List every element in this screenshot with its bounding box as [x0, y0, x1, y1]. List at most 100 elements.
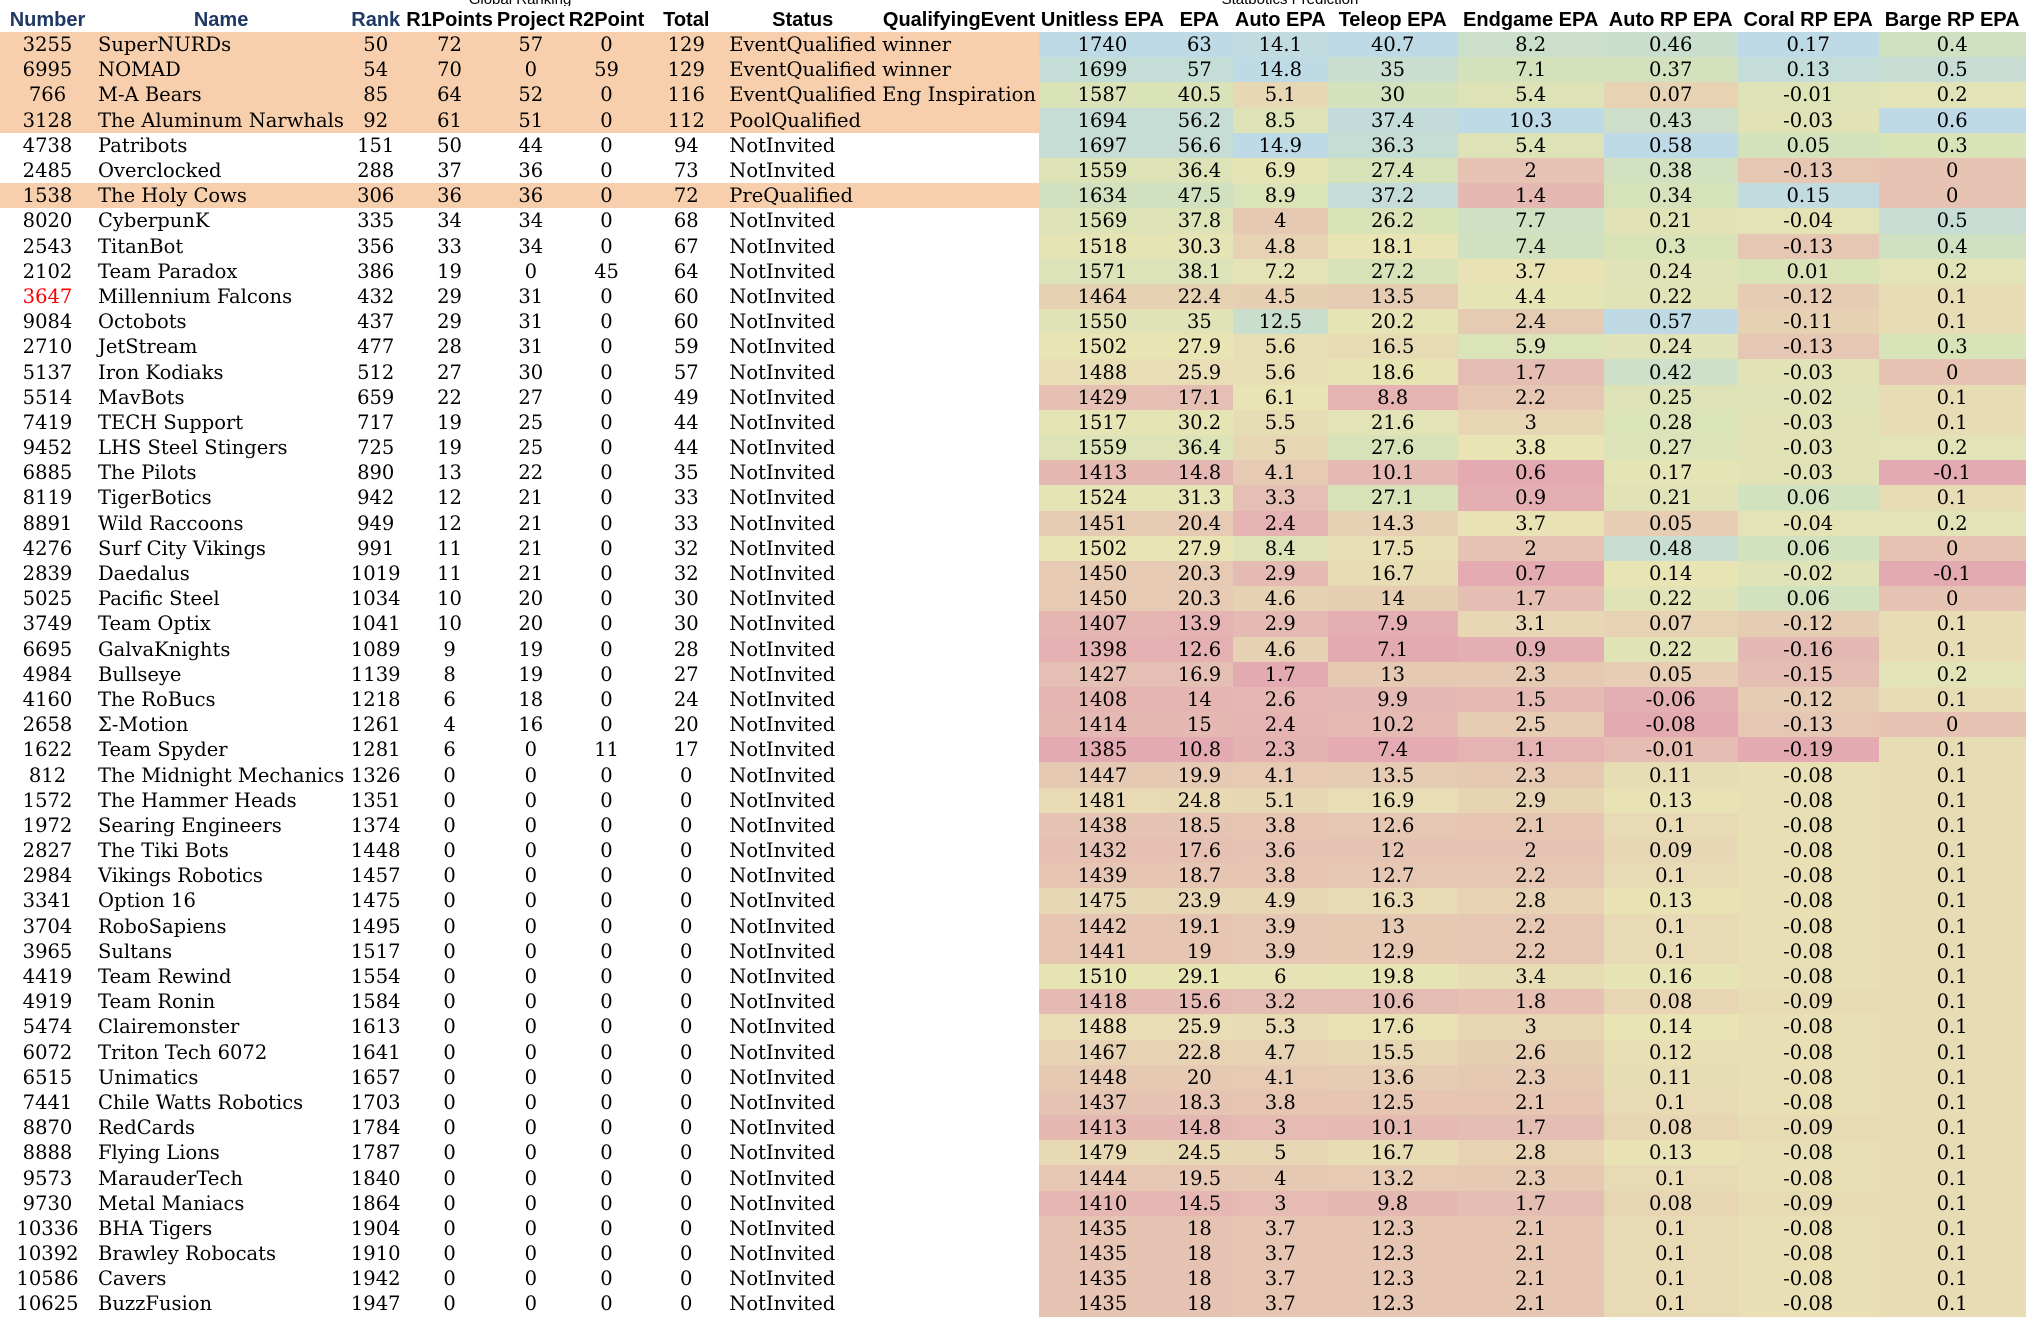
cell-barge-rp-epa[interactable]: 0.2 [1878, 661, 2026, 687]
cell-coral-rp-epa[interactable]: -0.15 [1737, 661, 1879, 687]
cell-coral-rp-epa[interactable]: -0.08 [1737, 963, 1879, 990]
cell-project[interactable]: 0 [524, 914, 537, 938]
cell-status[interactable]: NotInvited [729, 939, 836, 963]
table-row[interactable]: 10336 BHA Tigers 1904 0 0 0 0 NotInvited 1435 18 3… [0, 1215, 2026, 1241]
cell-epa[interactable]: 18 [1165, 1241, 1233, 1267]
cell-project[interactable]: 0 [524, 1242, 537, 1266]
cell-qualifyingevent[interactable] [879, 536, 1039, 561]
cell-barge-rp-epa[interactable]: 0.1 [1878, 409, 2026, 435]
cell-r1points[interactable]: 0 [443, 965, 456, 989]
cell-barge-rp-epa[interactable]: 0.1 [1878, 863, 2026, 889]
cell-qualifyingevent[interactable] [879, 611, 1039, 636]
cell-name[interactable]: MavBots [98, 385, 185, 409]
cell-coral-rp-epa[interactable]: -0.13 [1737, 712, 1879, 738]
cell-coral-rp-epa[interactable]: -0.08 [1737, 1291, 1879, 1317]
cell-name[interactable]: The Holy Cows [95, 183, 348, 209]
cell-number[interactable]: 9084 [22, 310, 73, 334]
cell-epa[interactable]: 19.9 [1165, 762, 1233, 788]
cell-teleop-epa[interactable]: 12.9 [1327, 938, 1458, 964]
cell-status[interactable]: NotInvited [729, 1242, 836, 1266]
cell-teleop-epa[interactable]: 13.5 [1327, 283, 1458, 310]
cell-rank[interactable]: 1910 [350, 1242, 401, 1266]
cell-endgame-epa[interactable]: 3 [1457, 1014, 1604, 1040]
cell-project[interactable]: 0 [524, 1216, 537, 1240]
cell-r2point[interactable]: 0 [600, 410, 613, 434]
table-row[interactable]: 10625 BuzzFusion 1947 0 0 0 0 NotInvited 1435 18 3… [0, 1291, 2026, 1317]
cell-epa[interactable]: 20.3 [1165, 586, 1233, 612]
cell-total[interactable]: 32 [673, 562, 699, 586]
cell-r2point[interactable]: 0 [600, 965, 613, 989]
cell-status[interactable]: NotInvited [729, 990, 836, 1014]
cell-unitless-epa[interactable]: 1385 [1038, 737, 1166, 763]
cell-number[interactable]: 6515 [22, 1065, 73, 1089]
cell-rank[interactable]: 306 [347, 183, 405, 209]
cell-rank[interactable]: 991 [357, 536, 395, 560]
cell-total[interactable]: 73 [673, 159, 699, 183]
cell-qualifyingevent[interactable] [879, 662, 1039, 687]
cell-coral-rp-epa[interactable]: -0.04 [1737, 208, 1879, 234]
cell-teleop-epa[interactable]: 13.5 [1327, 762, 1458, 788]
cell-teleop-epa[interactable]: 27.6 [1327, 435, 1458, 461]
cell-auto-rp-epa[interactable]: 0.05 [1603, 510, 1738, 536]
cell-endgame-epa[interactable]: 2.2 [1457, 384, 1604, 410]
cell-r2point[interactable]: 0 [600, 1141, 613, 1165]
cell-endgame-epa[interactable]: 3.7 [1457, 258, 1604, 284]
cell-number[interactable]: 812 [28, 763, 67, 787]
cell-coral-rp-epa[interactable]: 0.06 [1737, 485, 1879, 511]
cell-barge-rp-epa[interactable]: 0.2 [1878, 510, 2026, 536]
cell-barge-rp-epa[interactable]: 0 [1878, 183, 2026, 209]
table-row[interactable]: 7419 TECH Support 717 19 25 0 44 NotInvited 1517… [0, 409, 2026, 435]
cell-coral-rp-epa[interactable]: 0.13 [1737, 57, 1879, 83]
cell-endgame-epa[interactable]: 1.7 [1457, 359, 1604, 385]
cell-coral-rp-epa[interactable]: -0.08 [1737, 888, 1879, 914]
cell-total[interactable]: 0 [680, 788, 693, 812]
cell-coral-rp-epa[interactable]: 0.17 [1737, 32, 1879, 58]
cell-project[interactable]: 16 [518, 713, 544, 737]
cell-unitless-epa[interactable]: 1550 [1038, 309, 1166, 335]
cell-r2point[interactable]: 0 [600, 209, 613, 233]
cell-r1points[interactable]: 0 [443, 1267, 456, 1291]
cell-barge-rp-epa[interactable]: 0.1 [1878, 989, 2026, 1015]
cell-qualifyingevent[interactable] [879, 788, 1039, 813]
cell-coral-rp-epa[interactable]: -0.13 [1737, 334, 1879, 360]
cell-qualifyingevent[interactable] [879, 1165, 1039, 1190]
cell-auto-rp-epa[interactable]: 0.08 [1603, 989, 1738, 1015]
cell-endgame-epa[interactable]: 2.1 [1457, 1266, 1604, 1292]
cell-epa[interactable]: 22.4 [1165, 283, 1233, 310]
cell-qualifyingevent[interactable] [879, 914, 1039, 939]
column-header-epa[interactable]: EPA [1179, 9, 1220, 31]
cell-coral-rp-epa[interactable]: -0.09 [1737, 1190, 1879, 1216]
cell-number[interactable]: 2827 [22, 839, 73, 863]
cell-rank[interactable]: 1475 [350, 889, 401, 913]
cell-project[interactable]: 18 [518, 687, 544, 711]
cell-teleop-epa[interactable]: 27.4 [1327, 157, 1458, 184]
cell-endgame-epa[interactable]: 0.9 [1457, 485, 1604, 511]
cell-project[interactable]: 0 [494, 57, 567, 83]
cell-barge-rp-epa[interactable]: 0.2 [1878, 435, 2026, 461]
cell-auto-rp-epa[interactable]: 0.1 [1603, 1215, 1738, 1241]
cell-teleop-epa[interactable]: 16.7 [1327, 1140, 1458, 1166]
cell-name[interactable]: NOMAD [95, 57, 348, 83]
cell-coral-rp-epa[interactable]: -0.11 [1737, 309, 1879, 335]
cell-auto-rp-epa[interactable]: 0.1 [1603, 1291, 1738, 1317]
cell-auto-rp-epa[interactable]: 0.13 [1603, 787, 1738, 813]
cell-number[interactable]: 4919 [22, 990, 73, 1014]
cell-teleop-epa[interactable]: 12.3 [1327, 1215, 1458, 1241]
cell-barge-rp-epa[interactable]: -0.1 [1878, 460, 2026, 486]
cell-auto-rp-epa[interactable]: 0.27 [1603, 435, 1738, 461]
cell-r2point[interactable]: 0 [600, 284, 613, 308]
cell-status[interactable]: NotInvited [729, 159, 836, 183]
cell-r1points[interactable]: 0 [443, 990, 456, 1014]
cell-endgame-epa[interactable]: 0.6 [1457, 460, 1604, 486]
cell-coral-rp-epa[interactable]: -0.02 [1737, 384, 1879, 410]
cell-auto-rp-epa[interactable]: 0.13 [1603, 1140, 1738, 1166]
cell-name[interactable]: The Midnight Mechanics [98, 763, 345, 787]
cell-barge-rp-epa[interactable]: 0.5 [1878, 57, 2026, 83]
cell-total[interactable]: 35 [673, 461, 699, 485]
cell-qualifyingevent[interactable] [879, 385, 1039, 410]
cell-r2point[interactable]: 0 [600, 536, 613, 560]
cell-qualifyingevent[interactable] [879, 838, 1039, 863]
cell-coral-rp-epa[interactable]: -0.03 [1737, 359, 1879, 385]
cell-number[interactable]: 3647 [22, 284, 73, 308]
cell-number[interactable]: 1622 [22, 738, 73, 762]
